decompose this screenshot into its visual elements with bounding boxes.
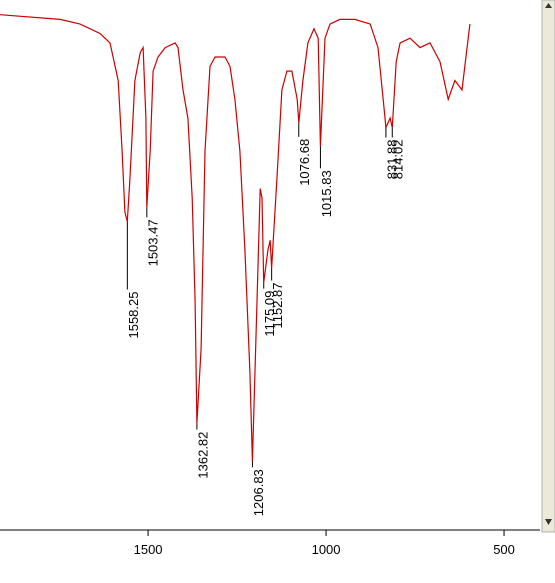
scroll-up-arrow[interactable] [545, 3, 552, 8]
peak-label: 1076.68 [297, 139, 312, 186]
peak-label: 831.88 [384, 140, 399, 180]
peak-label: 1558.25 [126, 292, 141, 339]
x-tick-label: 1500 [134, 542, 163, 557]
peak-label: 1015.83 [319, 170, 334, 217]
scroll-track[interactable] [541, 0, 555, 533]
x-tick-label: 1000 [312, 542, 341, 557]
scrollbar[interactable] [541, 0, 555, 533]
plot-background [0, 0, 542, 583]
peak-label: 1175.09 [262, 291, 277, 337]
x-tick-label: 500 [493, 542, 515, 557]
peak-label: 1362.82 [195, 432, 210, 479]
peak-label: 814.02 [391, 140, 406, 180]
peak-label: 1206.83 [251, 469, 266, 516]
scroll-down-arrow[interactable] [545, 519, 552, 525]
spectrum-line [0, 14, 471, 462]
peak-label: 1152.87 [270, 283, 285, 329]
peak-label: 1503.47 [145, 219, 160, 266]
